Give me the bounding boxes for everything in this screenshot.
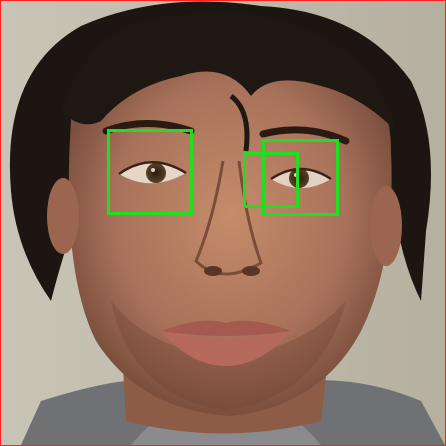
right-eyebrow (259, 126, 350, 145)
nostril-right (242, 266, 260, 276)
left-eye (118, 161, 187, 184)
left-ear (47, 178, 79, 254)
detection-box (262, 139, 339, 216)
right-eye (270, 167, 332, 188)
detection-box (243, 152, 299, 208)
left-eyebrow (102, 120, 195, 135)
nostril-left (204, 266, 222, 276)
face (68, 51, 392, 416)
nose (194, 160, 263, 276)
detection-box (107, 129, 193, 215)
hair-fringe (61, 11, 396, 132)
lower-lip (161, 331, 291, 366)
right-ear (370, 186, 402, 266)
hair-strand (229, 94, 250, 152)
upper-lip (161, 320, 291, 336)
